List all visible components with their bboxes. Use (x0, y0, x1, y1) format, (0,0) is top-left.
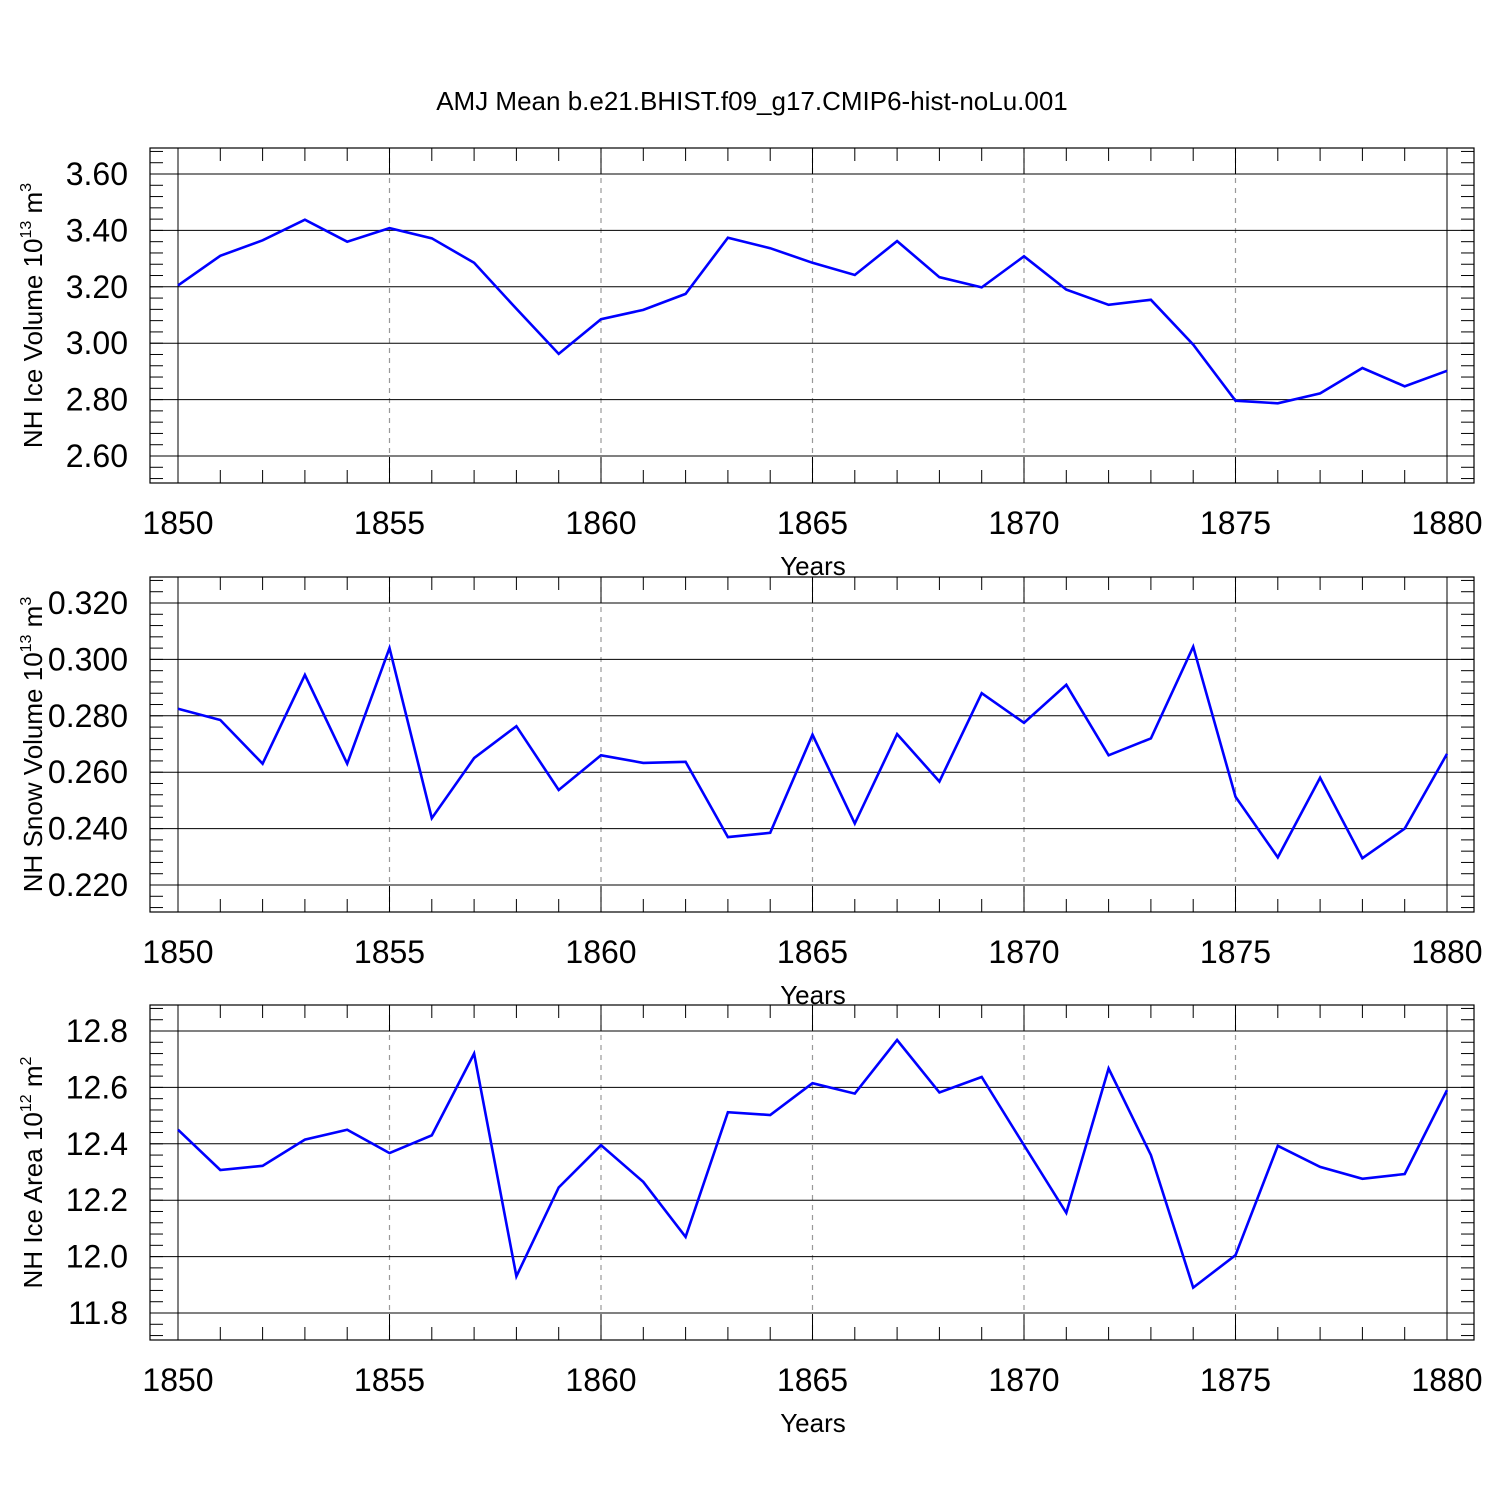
y-tick-label: 12.6 (66, 1069, 128, 1105)
x-tick-label: 1880 (1411, 934, 1482, 970)
panel-ice-volume: 2.60 2.80 3.00 3.20 3.40 3.60 1850 1855 1860 1865… (18, 147, 1483, 581)
x-tick-label: 1875 (1200, 505, 1271, 541)
x-tick-label: 1870 (988, 505, 1059, 541)
y-axis-title: NH Ice Area 1012 m2 (18, 1056, 48, 1288)
chart-title: AMJ Mean b.e21.BHIST.f09_g17.CMIP6-hist-… (436, 86, 1068, 116)
y-tick-label: 12.2 (66, 1182, 128, 1218)
x-tick-label: 1855 (354, 505, 425, 541)
series-line (177, 218, 1448, 405)
y-tick-label: 12.0 (66, 1239, 128, 1275)
y-tick-label: 3.60 (66, 156, 128, 192)
x-axis-title: Years (780, 551, 846, 581)
y-tick-label: 3.00 (66, 325, 128, 361)
y-axis-title: NH Ice Volume 1013 m3 (18, 183, 48, 448)
x-tick-label: 1860 (565, 934, 636, 970)
y-tick-label: 12.8 (66, 1013, 128, 1049)
y-tick-label: 0.240 (48, 811, 128, 847)
x-tick-label: 1850 (142, 1362, 213, 1398)
x-tick-label: 1870 (988, 1362, 1059, 1398)
x-tick-label: 1850 (142, 505, 213, 541)
y-tick-label: 2.80 (66, 382, 128, 418)
x-tick-label: 1860 (565, 505, 636, 541)
x-tick-label: 1875 (1200, 934, 1271, 970)
y-tick-label: 0.320 (48, 585, 128, 621)
x-tick-label: 1880 (1411, 505, 1482, 541)
panel-ice-area: 11.8 12.0 12.2 12.4 12.6 12.8 1850 1855 1860 1865… (18, 1004, 1483, 1438)
y-tick-label: 0.280 (48, 698, 128, 734)
y-tick-label: 0.300 (48, 641, 128, 677)
panel-snow-volume: 0.220 0.240 0.260 0.280 0.300 0.320 1850 1855 18… (18, 576, 1483, 1010)
x-tick-label: 1870 (988, 934, 1059, 970)
panels: 2.60 2.80 3.00 3.20 3.40 3.60 1850 1855 1860 1865… (18, 147, 1483, 1438)
y-tick-label: 3.40 (66, 212, 128, 248)
y-tick-label: 12.4 (66, 1126, 128, 1162)
x-tick-label: 1865 (777, 934, 848, 970)
x-tick-label: 1855 (354, 1362, 425, 1398)
y-axis-title: NH Snow Volume 1013 m3 (18, 597, 48, 893)
y-tick-label: 0.220 (48, 867, 128, 903)
y-tick-label: 2.60 (66, 438, 128, 474)
x-tick-label: 1860 (565, 1362, 636, 1398)
y-tick-label: 11.8 (68, 1295, 128, 1331)
x-tick-label: 1880 (1411, 1362, 1482, 1398)
y-tick-label: 3.20 (66, 269, 128, 305)
x-tick-label: 1865 (777, 505, 848, 541)
x-axis-title: Years (780, 1408, 846, 1438)
y-tick-label: 0.260 (48, 754, 128, 790)
x-tick-label: 1855 (354, 934, 425, 970)
x-tick-label: 1875 (1200, 1362, 1271, 1398)
x-tick-label: 1850 (142, 934, 213, 970)
x-tick-label: 1865 (777, 1362, 848, 1398)
